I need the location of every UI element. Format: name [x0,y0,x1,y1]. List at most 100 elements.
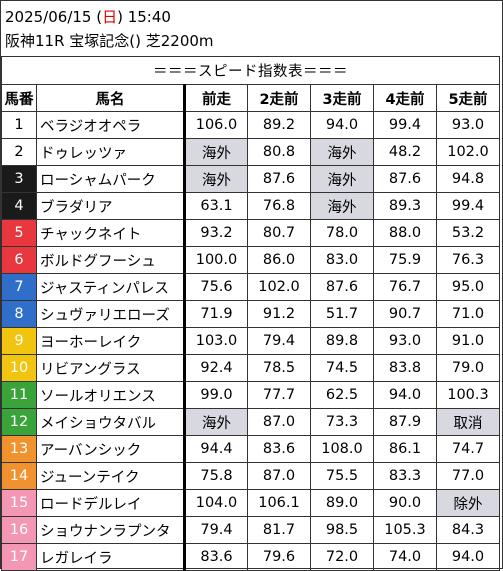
speed-index-cell: 取消 [436,408,500,436]
speed-index-cell: 79.0 [436,354,500,382]
speed-index-cell: 91.0 [436,327,500,355]
speed-index-cell: 87.6 [310,273,374,301]
speed-index-cell: 98.5 [310,516,374,544]
speed-index-cell: 74.0 [373,543,437,571]
speed-index-cell: 87.6 [247,165,311,193]
speed-index-cell: 102.0 [436,138,500,166]
horse-number: 8 [1,300,37,328]
horse-number: 2 [1,138,37,166]
speed-index-cell: 94.0 [373,381,437,409]
col-header-2back: 2走前 [247,84,311,112]
table-row: 10 リビアングラス 92.4 78.5 74.5 83.8 79.0 [1,354,500,382]
table-row: 16 ショウナンラプンタ 79.4 81.7 98.5 105.3 84.3 [1,516,500,544]
horse-name: メイショウタバル [36,408,185,436]
speed-index-cell: 100.3 [436,381,500,409]
speed-index-cell: 94.8 [436,165,500,193]
speed-index-cell: 63.1 [183,192,248,220]
col-header-last: 前走 [183,84,248,112]
table-title-row: ＝＝＝スピード指数表＝＝＝ [1,56,500,85]
speed-index-cell: 90.7 [373,300,437,328]
horse-name: ショウナンラプンタ [36,516,185,544]
speed-index-cell: 90.0 [373,489,437,517]
speed-index-cell: 94.4 [183,435,248,463]
horse-name: アーバンシック [36,435,185,463]
speed-index-cell: 73.3 [310,408,374,436]
horse-number: 13 [1,435,37,463]
horse-number: 4 [1,192,37,220]
speed-index-cell: 78.0 [310,219,374,247]
speed-index-cell: 51.7 [310,300,374,328]
speed-index-cell: 83.3 [373,462,437,490]
speed-index-cell: 91.2 [247,300,311,328]
speed-index-cell: 105.3 [373,516,437,544]
horse-number: 14 [1,462,37,490]
speed-index-cell: 92.4 [183,354,248,382]
race-info: 阪神11R 宝塚記念() 芝2200m [5,32,214,50]
speed-index-cell: 93.0 [373,327,437,355]
speed-index-cell: 87.0 [247,462,311,490]
speed-index-cell: 75.9 [373,246,437,274]
table-row: 9 ヨーホーレイク 103.0 79.4 89.8 93.0 91.0 [1,327,500,355]
speed-index-cell: 104.0 [183,489,248,517]
speed-index-cell: 75.5 [310,462,374,490]
speed-index-cell: 89.8 [310,327,374,355]
speed-index-cell: 80.7 [247,219,311,247]
speed-index-cell: 84.3 [436,516,500,544]
speed-index-cell: 海外 [310,138,374,166]
table-row: 5 チャックネイト 93.2 80.7 78.0 88.0 53.2 [1,219,500,247]
weekday-text: 日 [102,8,118,26]
speed-index-cell: 94.0 [436,543,500,571]
speed-index-cell: 76.3 [436,246,500,274]
speed-index-cell: 89.3 [373,192,437,220]
col-header-3back: 3走前 [310,84,374,112]
speed-index-cell: 除外 [436,489,500,517]
speed-index-cell: 78.5 [247,354,311,382]
speed-index-cell: 76.8 [247,192,311,220]
horse-number: 9 [1,327,37,355]
speed-index-cell: 99.4 [436,192,500,220]
horse-name: ブラダリア [36,192,185,220]
speed-index-cell: 102.0 [247,273,311,301]
speed-index-cell: 75.6 [183,273,248,301]
horse-number: 6 [1,246,37,274]
horse-number: 5 [1,219,37,247]
speed-index-cell: 86.1 [373,435,437,463]
table-row: 8 シュヴァリエローズ 71.9 91.2 51.7 90.7 71.0 [1,300,500,328]
speed-index-cell: 74.7 [436,435,500,463]
speed-index-cell: 89.0 [310,489,374,517]
speed-index-cell: 106.0 [183,111,248,139]
horse-name: リビアングラス [36,354,185,382]
col-header-4back: 4走前 [373,84,437,112]
table-row: 6 ボルドグフーシュ 100.0 86.0 83.0 75.9 76.3 [1,246,500,274]
horse-name: ボルドグフーシュ [36,246,185,274]
speed-index-cell: 海外 [310,192,374,220]
horse-name: ベラジオオペラ [36,111,185,139]
speed-index-cell: 76.7 [373,273,437,301]
horse-name: ロードデルレイ [36,489,185,517]
speed-index-cell: 海外 [183,408,248,436]
speed-index-cell: 83.6 [247,435,311,463]
speed-index-cell: 83.0 [310,246,374,274]
speed-index-cell: 88.0 [373,219,437,247]
horse-number: 1 [1,111,37,139]
horse-name: ローシャムパーク [36,165,185,193]
speed-index-cell: 71.0 [436,300,500,328]
table-row: 2 ドゥレッツァ 海外 80.8 海外 48.2 102.0 [1,138,500,166]
table-row: 17 レガレイラ 83.6 79.6 72.0 74.0 94.0 [1,543,500,571]
col-header-number: 馬番 [1,84,37,112]
horse-name: レガレイラ [36,543,185,571]
speed-index-cell: 62.5 [310,381,374,409]
table-row: 3 ローシャムパーク 海外 87.6 海外 87.6 94.8 [1,165,500,193]
table-row: 11 ソールオリエンス 99.0 77.7 62.5 94.0 100.3 [1,381,500,409]
horse-number: 17 [1,543,37,571]
speed-index-table: ＝＝＝スピード指数表＝＝＝ 馬番 馬名 前走 2走前 3走前 4走前 5走前 1… [1,56,500,571]
speed-index-cell: 103.0 [183,327,248,355]
table-row: 12 メイショウタバル 海外 87.0 73.3 87.9 取消 [1,408,500,436]
col-header-5back: 5走前 [436,84,500,112]
speed-index-cell: 93.2 [183,219,248,247]
speed-index-cell: 99.4 [373,111,437,139]
horse-name: ヨーホーレイク [36,327,185,355]
horse-name: ソールオリエンス [36,381,185,409]
horse-number: 10 [1,354,37,382]
horse-name: チャックネイト [36,219,185,247]
